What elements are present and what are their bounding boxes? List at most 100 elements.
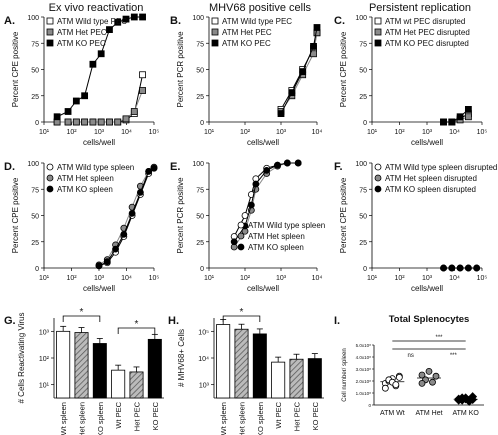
legend-label: ATM Wild type PEC: [222, 17, 292, 26]
legend-label: ATM KO spleen: [57, 185, 113, 194]
y-tick-label: 1.0x10⁸: [356, 391, 372, 396]
legend-marker: [374, 17, 382, 25]
legend-label: ATM KO PEC: [57, 39, 106, 48]
x-tick-label: 10¹: [367, 129, 378, 136]
data-point: [89, 118, 97, 126]
legend-marker: [211, 28, 219, 36]
panel-letter: G.: [4, 315, 16, 327]
data-point: [106, 118, 113, 126]
y-tick-label: 100: [192, 161, 204, 168]
legend-marker: [46, 28, 54, 36]
data-point: [288, 89, 296, 96]
category-label: Het PEC: [293, 401, 302, 431]
legend-label: ATM KO spleen: [248, 243, 304, 252]
data-point: [310, 43, 317, 50]
data-point: [274, 161, 281, 169]
data-point: [97, 50, 105, 58]
data-point: [150, 164, 158, 172]
significance-label: ***: [450, 353, 458, 359]
category-label: ATM Wt: [380, 410, 405, 417]
legend-marker: [374, 28, 382, 36]
series-line: [443, 109, 469, 123]
y-tick-label: 50: [359, 68, 367, 75]
scatter-point: [432, 372, 440, 380]
x-axis-label: cells/well: [411, 284, 443, 293]
y-tick-label: 50: [196, 68, 204, 75]
y-tick-label: 100: [355, 161, 367, 168]
x-tick-label: 10⁴: [121, 129, 132, 136]
x-tick-label: 10¹: [39, 129, 50, 136]
significance-bracket: [117, 327, 156, 334]
data-point: [139, 87, 146, 94]
y-tick-label: 25: [196, 94, 204, 101]
x-axis-label: cells/well: [83, 284, 115, 293]
y-tick-label: 75: [196, 187, 204, 194]
x-tick-label: 10¹: [39, 275, 50, 282]
legend-label: ATM Wild type spleen: [57, 163, 134, 172]
data-point: [114, 118, 122, 126]
x-tick-label: 10³: [422, 275, 433, 282]
x-tick-label: 10⁴: [312, 275, 323, 282]
scatter-point: [429, 378, 436, 386]
x-axis-label: cells/well: [247, 284, 279, 293]
bar: [111, 369, 126, 399]
legend-label: ATM KO PEC disrupted: [385, 39, 469, 48]
scatter-point: [381, 384, 389, 392]
category-label: ATM KO: [453, 410, 480, 417]
legend-marker: [237, 243, 245, 251]
scatter-point: [418, 379, 426, 387]
legend-label: ATM Het spleen: [248, 232, 305, 241]
y-tick-label: 3.0x10⁸: [356, 367, 372, 372]
chart-title: Total Splenocytes: [389, 314, 470, 325]
scatter-point: [468, 395, 478, 405]
y-tick-label: 75: [196, 41, 204, 48]
legend-marker: [374, 174, 382, 182]
data-point: [114, 18, 122, 26]
y-tick-label: 4.0x10⁸: [356, 355, 372, 360]
scatter-point: [425, 367, 433, 375]
data-point: [139, 71, 146, 79]
legend-marker: [211, 39, 219, 47]
legend-label: ATM Het spleen disrupted: [385, 174, 477, 183]
y-tick-label: 25: [359, 94, 367, 101]
y-tick-label: 0: [368, 403, 371, 408]
category-label: KO spleen: [256, 402, 265, 435]
data-point: [448, 118, 456, 126]
data-point: [440, 264, 447, 272]
y-tick-label: 0: [363, 120, 367, 127]
header-ex-vivo: Ex vivo reactivation: [48, 2, 144, 14]
y-axis-label: # Cells Reactivating Virus: [17, 312, 26, 403]
category-label: Het PEC: [133, 401, 142, 431]
data-point: [89, 60, 97, 68]
bar: [216, 324, 231, 399]
data-point: [283, 159, 291, 167]
bar: [92, 343, 107, 399]
x-tick-label: 10⁵: [149, 275, 160, 282]
significance-label: *: [240, 307, 244, 318]
x-tick-label: 10³: [276, 129, 287, 136]
data-point: [130, 13, 138, 21]
x-tick-label: 10²: [240, 129, 251, 136]
x-tick-label: 10⁵: [477, 129, 488, 136]
data-point: [130, 108, 138, 115]
x-tick-label: 10⁴: [449, 129, 460, 136]
x-axis-label: cells/well: [83, 138, 115, 147]
data-point: [464, 113, 472, 121]
x-tick-label: 10¹: [204, 129, 215, 136]
data-point: [103, 258, 111, 266]
data-point: [252, 180, 260, 188]
data-point: [81, 92, 89, 100]
data-point: [313, 24, 321, 31]
x-tick-label: 10²: [66, 129, 77, 136]
data-point: [120, 230, 128, 238]
data-point: [456, 113, 464, 121]
scatter-point: [392, 381, 400, 389]
category-label: Wt PEC: [114, 401, 123, 428]
y-axis-label: Percent PCR positive: [176, 177, 185, 254]
x-tick-label: 10²: [66, 275, 77, 282]
significance-bracket: [222, 315, 261, 322]
data-point: [95, 262, 103, 270]
x-tick-label: 10⁵: [477, 275, 488, 282]
x-tick-label: 10³: [276, 275, 287, 282]
bar: [234, 328, 249, 399]
